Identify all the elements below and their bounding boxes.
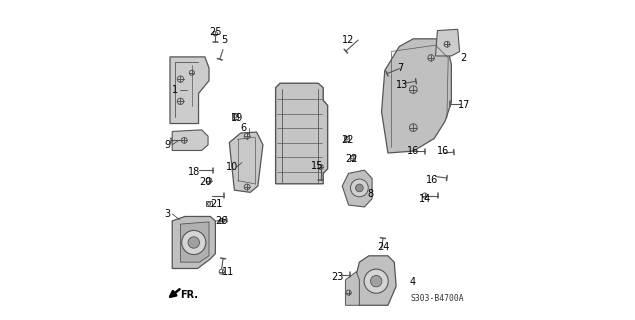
Text: 13: 13: [396, 79, 409, 90]
Text: 9: 9: [164, 140, 171, 150]
Polygon shape: [344, 136, 349, 141]
Text: 26: 26: [215, 216, 228, 226]
Text: 7: 7: [398, 63, 404, 73]
Text: 22: 22: [342, 135, 354, 145]
Text: 16: 16: [437, 146, 449, 156]
Text: 2: 2: [460, 53, 467, 63]
Polygon shape: [180, 222, 209, 262]
Text: 16: 16: [426, 175, 438, 185]
Polygon shape: [350, 155, 355, 160]
Circle shape: [370, 276, 382, 287]
Polygon shape: [172, 216, 215, 268]
Polygon shape: [342, 170, 372, 207]
Text: 3: 3: [164, 209, 171, 219]
Polygon shape: [206, 201, 211, 206]
Polygon shape: [172, 130, 208, 150]
Polygon shape: [170, 57, 209, 124]
Text: 17: 17: [458, 100, 471, 110]
Circle shape: [356, 184, 363, 192]
Polygon shape: [229, 132, 263, 192]
Polygon shape: [232, 113, 238, 119]
Polygon shape: [276, 83, 328, 184]
Text: 12: 12: [342, 35, 355, 45]
Polygon shape: [382, 39, 451, 153]
Text: 22: 22: [345, 154, 358, 164]
Polygon shape: [345, 272, 359, 305]
Text: 4: 4: [410, 277, 416, 287]
Text: S303-B4700A: S303-B4700A: [410, 294, 464, 303]
Text: 10: 10: [225, 162, 238, 172]
Text: 23: 23: [331, 272, 344, 282]
Text: 21: 21: [210, 199, 223, 209]
Text: 25: 25: [209, 28, 222, 37]
Text: 14: 14: [418, 194, 431, 204]
Text: 6: 6: [241, 123, 247, 133]
Polygon shape: [436, 29, 460, 56]
Circle shape: [188, 237, 199, 248]
Circle shape: [182, 230, 206, 254]
Circle shape: [364, 269, 388, 293]
Text: 1: 1: [171, 85, 178, 95]
Text: FR.: FR.: [180, 290, 199, 300]
Text: 16: 16: [407, 146, 420, 156]
Text: 8: 8: [368, 189, 374, 199]
Text: 20: 20: [199, 177, 212, 187]
Text: 18: 18: [189, 167, 201, 177]
Text: 15: 15: [311, 161, 323, 171]
Polygon shape: [355, 256, 396, 305]
Text: 5: 5: [221, 35, 227, 45]
Text: 19: 19: [231, 113, 244, 123]
Text: 11: 11: [222, 267, 234, 277]
Text: 24: 24: [377, 242, 390, 252]
Circle shape: [351, 179, 368, 197]
